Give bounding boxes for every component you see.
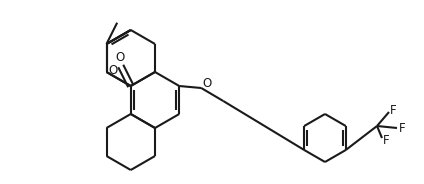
Text: O: O xyxy=(202,77,212,91)
Text: F: F xyxy=(390,105,396,118)
Text: F: F xyxy=(383,134,390,146)
Text: F: F xyxy=(399,121,406,135)
Text: O: O xyxy=(115,51,124,64)
Text: O: O xyxy=(109,65,118,77)
